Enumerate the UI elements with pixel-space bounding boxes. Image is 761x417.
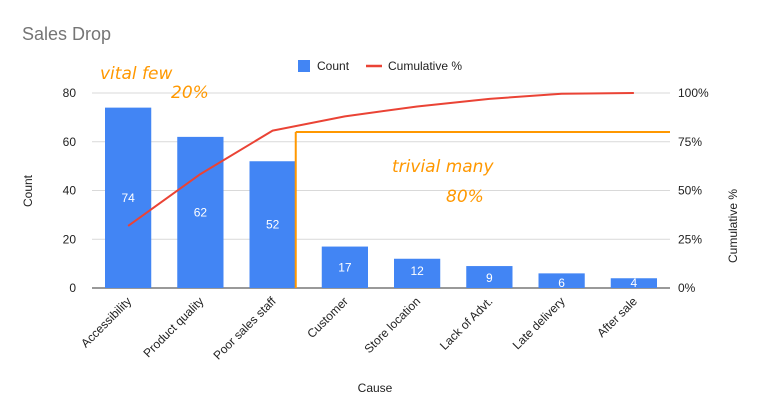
data-labels: 74 62 52 17 12 9 6 4 [121,191,637,290]
y2-tick-label: 50% [678,184,702,198]
bar [321,246,368,288]
data-label: 17 [338,260,352,274]
cumulative-line-series [127,92,634,227]
y-axis-right-ticks: 0% 25% 50% 75% 100% [678,86,709,295]
annotation-vital-percent: 20% [171,83,209,103]
x-axis-ticks: Accessibility Product quality Poor sales s… [78,294,640,363]
x-tick-label: Customer [304,294,351,341]
y2-tick-label: 25% [678,232,702,246]
legend-label-cumulative: Cumulative % [388,59,462,73]
y2-tick-label: 100% [678,86,709,100]
annotation-vital-label: vital few [100,64,172,84]
y-tick-label: 0 [69,281,76,295]
y-axis-left-ticks: 0 20 40 60 80 [63,86,77,295]
x-tick-label: Poor sales staff [211,294,280,363]
x-axis-title: Cause [358,381,393,395]
data-label: 6 [558,276,565,290]
data-label: 74 [121,191,135,205]
y-tick-label: 80 [63,86,77,100]
pareto-annotations [294,131,670,288]
data-label: 12 [410,264,424,278]
cumulative-line [127,92,634,227]
y-axis-left-title: Count [21,174,35,207]
bar [538,273,585,288]
data-label: 4 [631,276,638,290]
legend-swatch-count [298,60,310,72]
data-label: 52 [266,218,280,232]
x-tick-label: Product quality [140,294,206,360]
x-tick-label: Late delivery [510,294,568,352]
x-tick-label: Store location [361,294,423,356]
data-label: 9 [486,271,493,285]
chart-title: Sales Drop [22,24,111,44]
y2-tick-label: 75% [678,135,702,149]
y2-tick-label: 0% [678,281,696,295]
legend: Count Cumulative % [298,59,462,73]
bar [105,107,152,288]
bar [466,266,513,288]
y-axis-right-title: Cumulative % [726,189,740,263]
legend-label-count: Count [317,59,350,73]
bar [394,258,441,288]
annotation-trivial-label: trivial many [392,157,494,177]
y-tick-label: 20 [63,232,77,246]
bar [249,161,296,288]
annotation-trivial-percent: 80% [446,187,484,207]
bar-series [105,107,657,288]
y-tick-label: 40 [63,184,77,198]
data-label: 62 [194,205,208,219]
x-tick-label: Accessibility [78,294,134,350]
bar [177,136,224,288]
x-tick-label: Lack of Advt. [437,294,495,352]
y-tick-label: 60 [63,135,77,149]
bar [610,278,657,288]
x-tick-label: After sale [594,294,640,340]
